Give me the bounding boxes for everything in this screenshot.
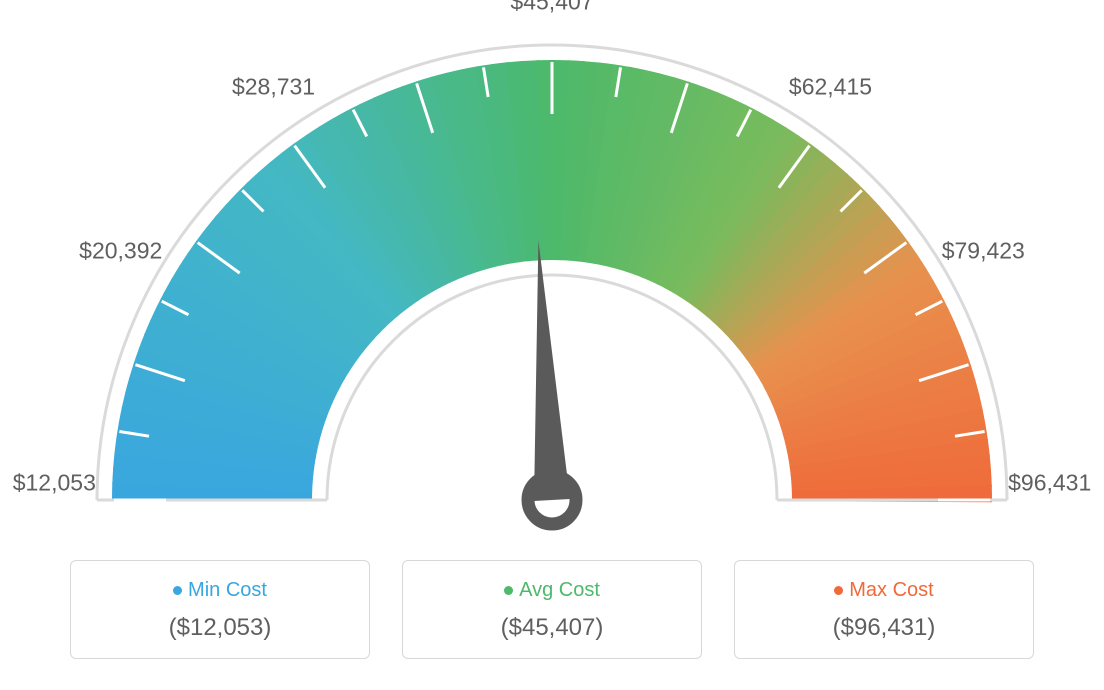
bullet-icon (504, 586, 513, 595)
legend-row: Min Cost ($12,053) Avg Cost ($45,407) Max Co… (0, 560, 1104, 659)
gauge-scale-label: $28,731 (232, 74, 315, 101)
gauge-scale-label: $45,407 (510, 0, 593, 16)
gauge-svg (0, 0, 1104, 560)
legend-card-avg: Avg Cost ($45,407) (402, 560, 702, 659)
legend-title-text: Min Cost (188, 579, 267, 601)
gauge-scale-label: $96,431 (1008, 469, 1091, 496)
bullet-icon (834, 586, 843, 595)
legend-card-min: Min Cost ($12,053) (70, 560, 370, 659)
legend-title-text: Avg Cost (519, 579, 600, 601)
legend-card-max: Max Cost ($96,431) (734, 560, 1034, 659)
gauge-scale-label: $62,415 (789, 74, 872, 101)
legend-title: Max Cost (735, 579, 1033, 602)
gauge-scale-label: $79,423 (942, 238, 1025, 265)
legend-value: ($96,431) (735, 614, 1033, 642)
gauge-scale-label: $12,053 (13, 469, 96, 496)
bullet-icon (173, 586, 182, 595)
legend-title: Min Cost (71, 579, 369, 602)
gauge-chart: $12,053 $20,392 $28,731 $45,407 $62,415 $79,4… (0, 0, 1104, 560)
legend-title: Avg Cost (403, 579, 701, 602)
gauge-scale-label: $20,392 (79, 238, 162, 265)
gauge-needle (534, 240, 570, 501)
legend-value: ($12,053) (71, 614, 369, 642)
legend-value: ($45,407) (403, 614, 701, 642)
legend-title-text: Max Cost (849, 579, 933, 601)
